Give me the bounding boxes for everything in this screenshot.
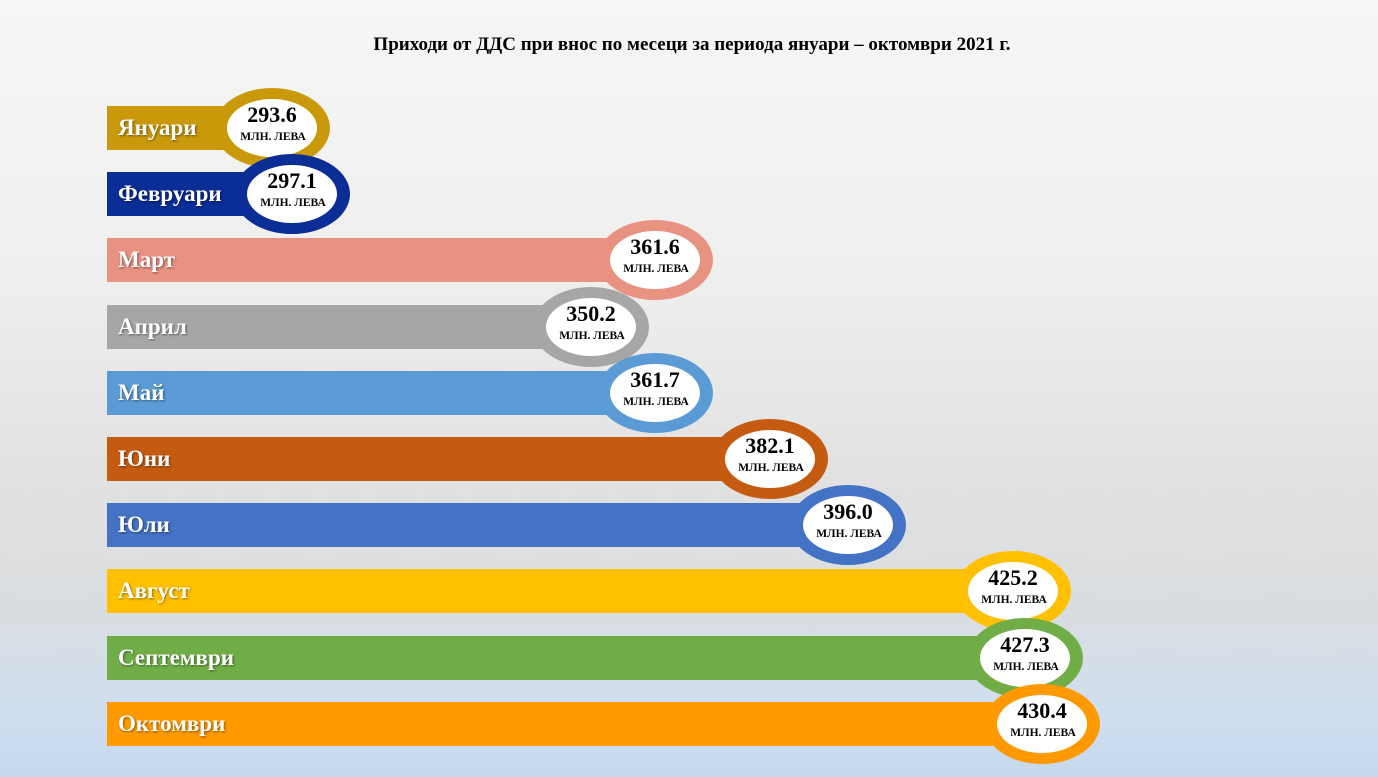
value-ring-inner bbox=[725, 430, 815, 488]
value-ring-inner bbox=[997, 695, 1087, 753]
unit-label: МЛН. ЛЕВА bbox=[623, 263, 689, 275]
category-label: Април bbox=[118, 314, 187, 339]
value-label: 396.0 bbox=[823, 499, 873, 524]
bar-4 bbox=[107, 371, 655, 415]
value-label: 361.6 bbox=[630, 234, 680, 259]
value-ring-inner bbox=[980, 629, 1070, 687]
category-label: Януари bbox=[118, 115, 197, 140]
category-label: Юли bbox=[118, 512, 170, 537]
value-ring-inner bbox=[610, 231, 700, 289]
unit-label: МЛН. ЛЕВА bbox=[738, 462, 804, 474]
unit-label: МЛН. ЛЕВА bbox=[559, 330, 625, 342]
value-label: 297.1 bbox=[267, 168, 317, 193]
unit-label: МЛН. ЛЕВА bbox=[993, 661, 1059, 673]
bar-7 bbox=[107, 569, 1013, 613]
value-ring: 425.2 МЛН. ЛЕВА bbox=[955, 551, 1071, 631]
unit-label: МЛН. ЛЕВА bbox=[240, 131, 306, 143]
bar-5 bbox=[107, 437, 770, 481]
unit-label: МЛН. ЛЕВА bbox=[260, 197, 326, 209]
chart-title: Приходи от ДДС при внос по месеци за пер… bbox=[373, 34, 1011, 55]
value-label: 430.4 bbox=[1017, 698, 1067, 723]
value-label: 293.6 bbox=[247, 102, 297, 127]
value-ring: 350.2 МЛН. ЛЕВА bbox=[533, 287, 649, 367]
unit-label: МЛН. ЛЕВА bbox=[981, 594, 1047, 606]
value-ring: 293.6 МЛН. ЛЕВА bbox=[214, 88, 330, 168]
bar-3 bbox=[107, 305, 591, 349]
value-ring: 382.1 МЛН. ЛЕВА bbox=[712, 419, 828, 499]
category-label: Юни bbox=[118, 446, 171, 471]
value-label: 382.1 bbox=[745, 433, 795, 458]
value-label: 361.7 bbox=[630, 367, 680, 392]
bar-8 bbox=[107, 636, 1025, 680]
value-label: 350.2 bbox=[566, 301, 616, 326]
value-ring-inner bbox=[227, 99, 317, 157]
bar-2 bbox=[107, 238, 655, 282]
value-ring-inner bbox=[803, 496, 893, 554]
unit-label: МЛН. ЛЕВА bbox=[816, 528, 882, 540]
category-label: Март bbox=[118, 247, 175, 272]
value-ring: 297.1 МЛН. ЛЕВА bbox=[234, 154, 350, 234]
value-ring-inner bbox=[247, 165, 337, 223]
value-ring-inner bbox=[610, 364, 700, 422]
value-ring: 361.7 МЛН. ЛЕВА bbox=[597, 353, 713, 433]
category-label: Август bbox=[118, 578, 190, 603]
category-label: Май bbox=[118, 380, 165, 405]
value-ring: 430.4 МЛН. ЛЕВА bbox=[984, 684, 1100, 764]
value-label: 427.3 bbox=[1000, 632, 1050, 657]
value-ring-inner bbox=[968, 562, 1058, 620]
unit-label: МЛН. ЛЕВА bbox=[623, 396, 689, 408]
category-label: Септември bbox=[118, 645, 234, 670]
category-label: Октомври bbox=[118, 711, 226, 736]
value-label: 425.2 bbox=[988, 565, 1038, 590]
bar-9 bbox=[107, 702, 1042, 746]
category-label: Февруари bbox=[118, 181, 222, 206]
value-ring: 361.6 МЛН. ЛЕВА bbox=[597, 220, 713, 300]
bar-6 bbox=[107, 503, 848, 547]
value-ring-inner bbox=[546, 298, 636, 356]
unit-label: МЛН. ЛЕВА bbox=[1010, 727, 1076, 739]
value-ring: 396.0 МЛН. ЛЕВА bbox=[790, 485, 906, 565]
